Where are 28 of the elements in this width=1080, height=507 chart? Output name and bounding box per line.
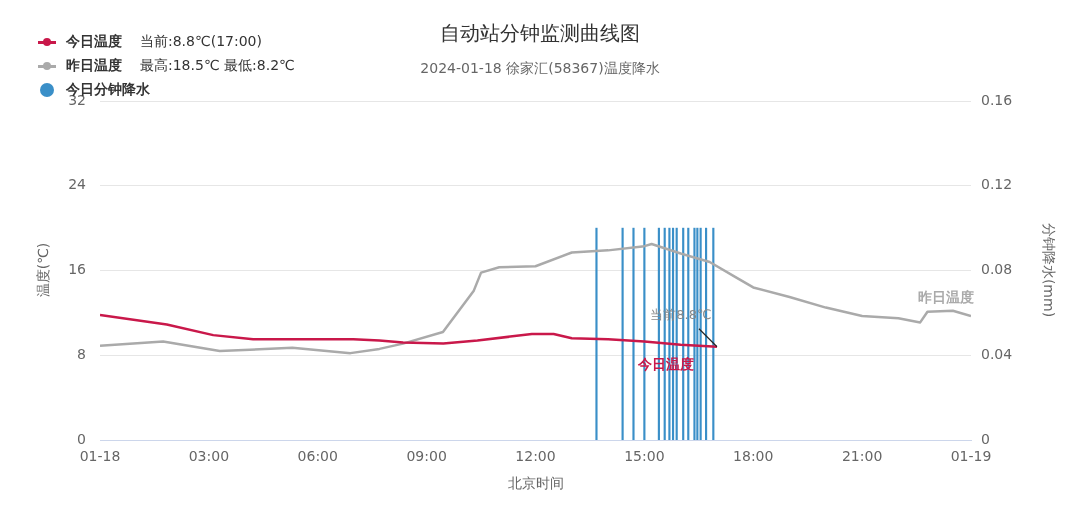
x-tick-label: 01-19 [950,448,992,465]
y-tick-label: 0 [77,430,86,447]
text: 最高:18.5℃ 最低:8.2℃ [140,57,295,75]
y2-tick-label: 0.08 [981,261,1013,278]
x-tick-label: 15:00 [624,448,665,465]
y2-tick-label: 0 [981,430,990,447]
y2-axis-title: 分钟降水(mm) [1040,222,1057,318]
x-tick-label: 09:00 [406,448,447,465]
legend-label: 昨日温度 [66,57,122,75]
y-tick-label: 8 [77,345,86,362]
y2-tick-label: 0.16 [981,91,1013,108]
x-tick-label: 06:00 [297,448,338,465]
x-tick-label: 12:00 [515,448,556,465]
chart-subtitle: 2024-01-18 徐家汇(58367)温度降水 [420,60,660,76]
x-tick-label: 18:00 [733,448,774,465]
y-axis-title: 温度(℃) [35,242,52,298]
y-tick-label: 24 [68,176,87,193]
x-tick-label: 03:00 [188,448,230,465]
legend-label: 今日温度 [66,33,122,51]
x-tick-label: 21:00 [841,448,883,465]
text: 当前:8.8℃(17:00) [140,33,262,51]
y2-tick-label: 0.12 [981,176,1013,193]
y2-tick-label: 0.04 [981,345,1013,362]
y-tick-label: 16 [68,261,87,278]
x-tick-label: 01-18 [79,448,121,465]
text: 昨日温度 [917,288,974,305]
x-axis-title: 北京时间 [506,475,565,493]
chart-title: 自动站分钟监测曲线图 [440,21,640,45]
